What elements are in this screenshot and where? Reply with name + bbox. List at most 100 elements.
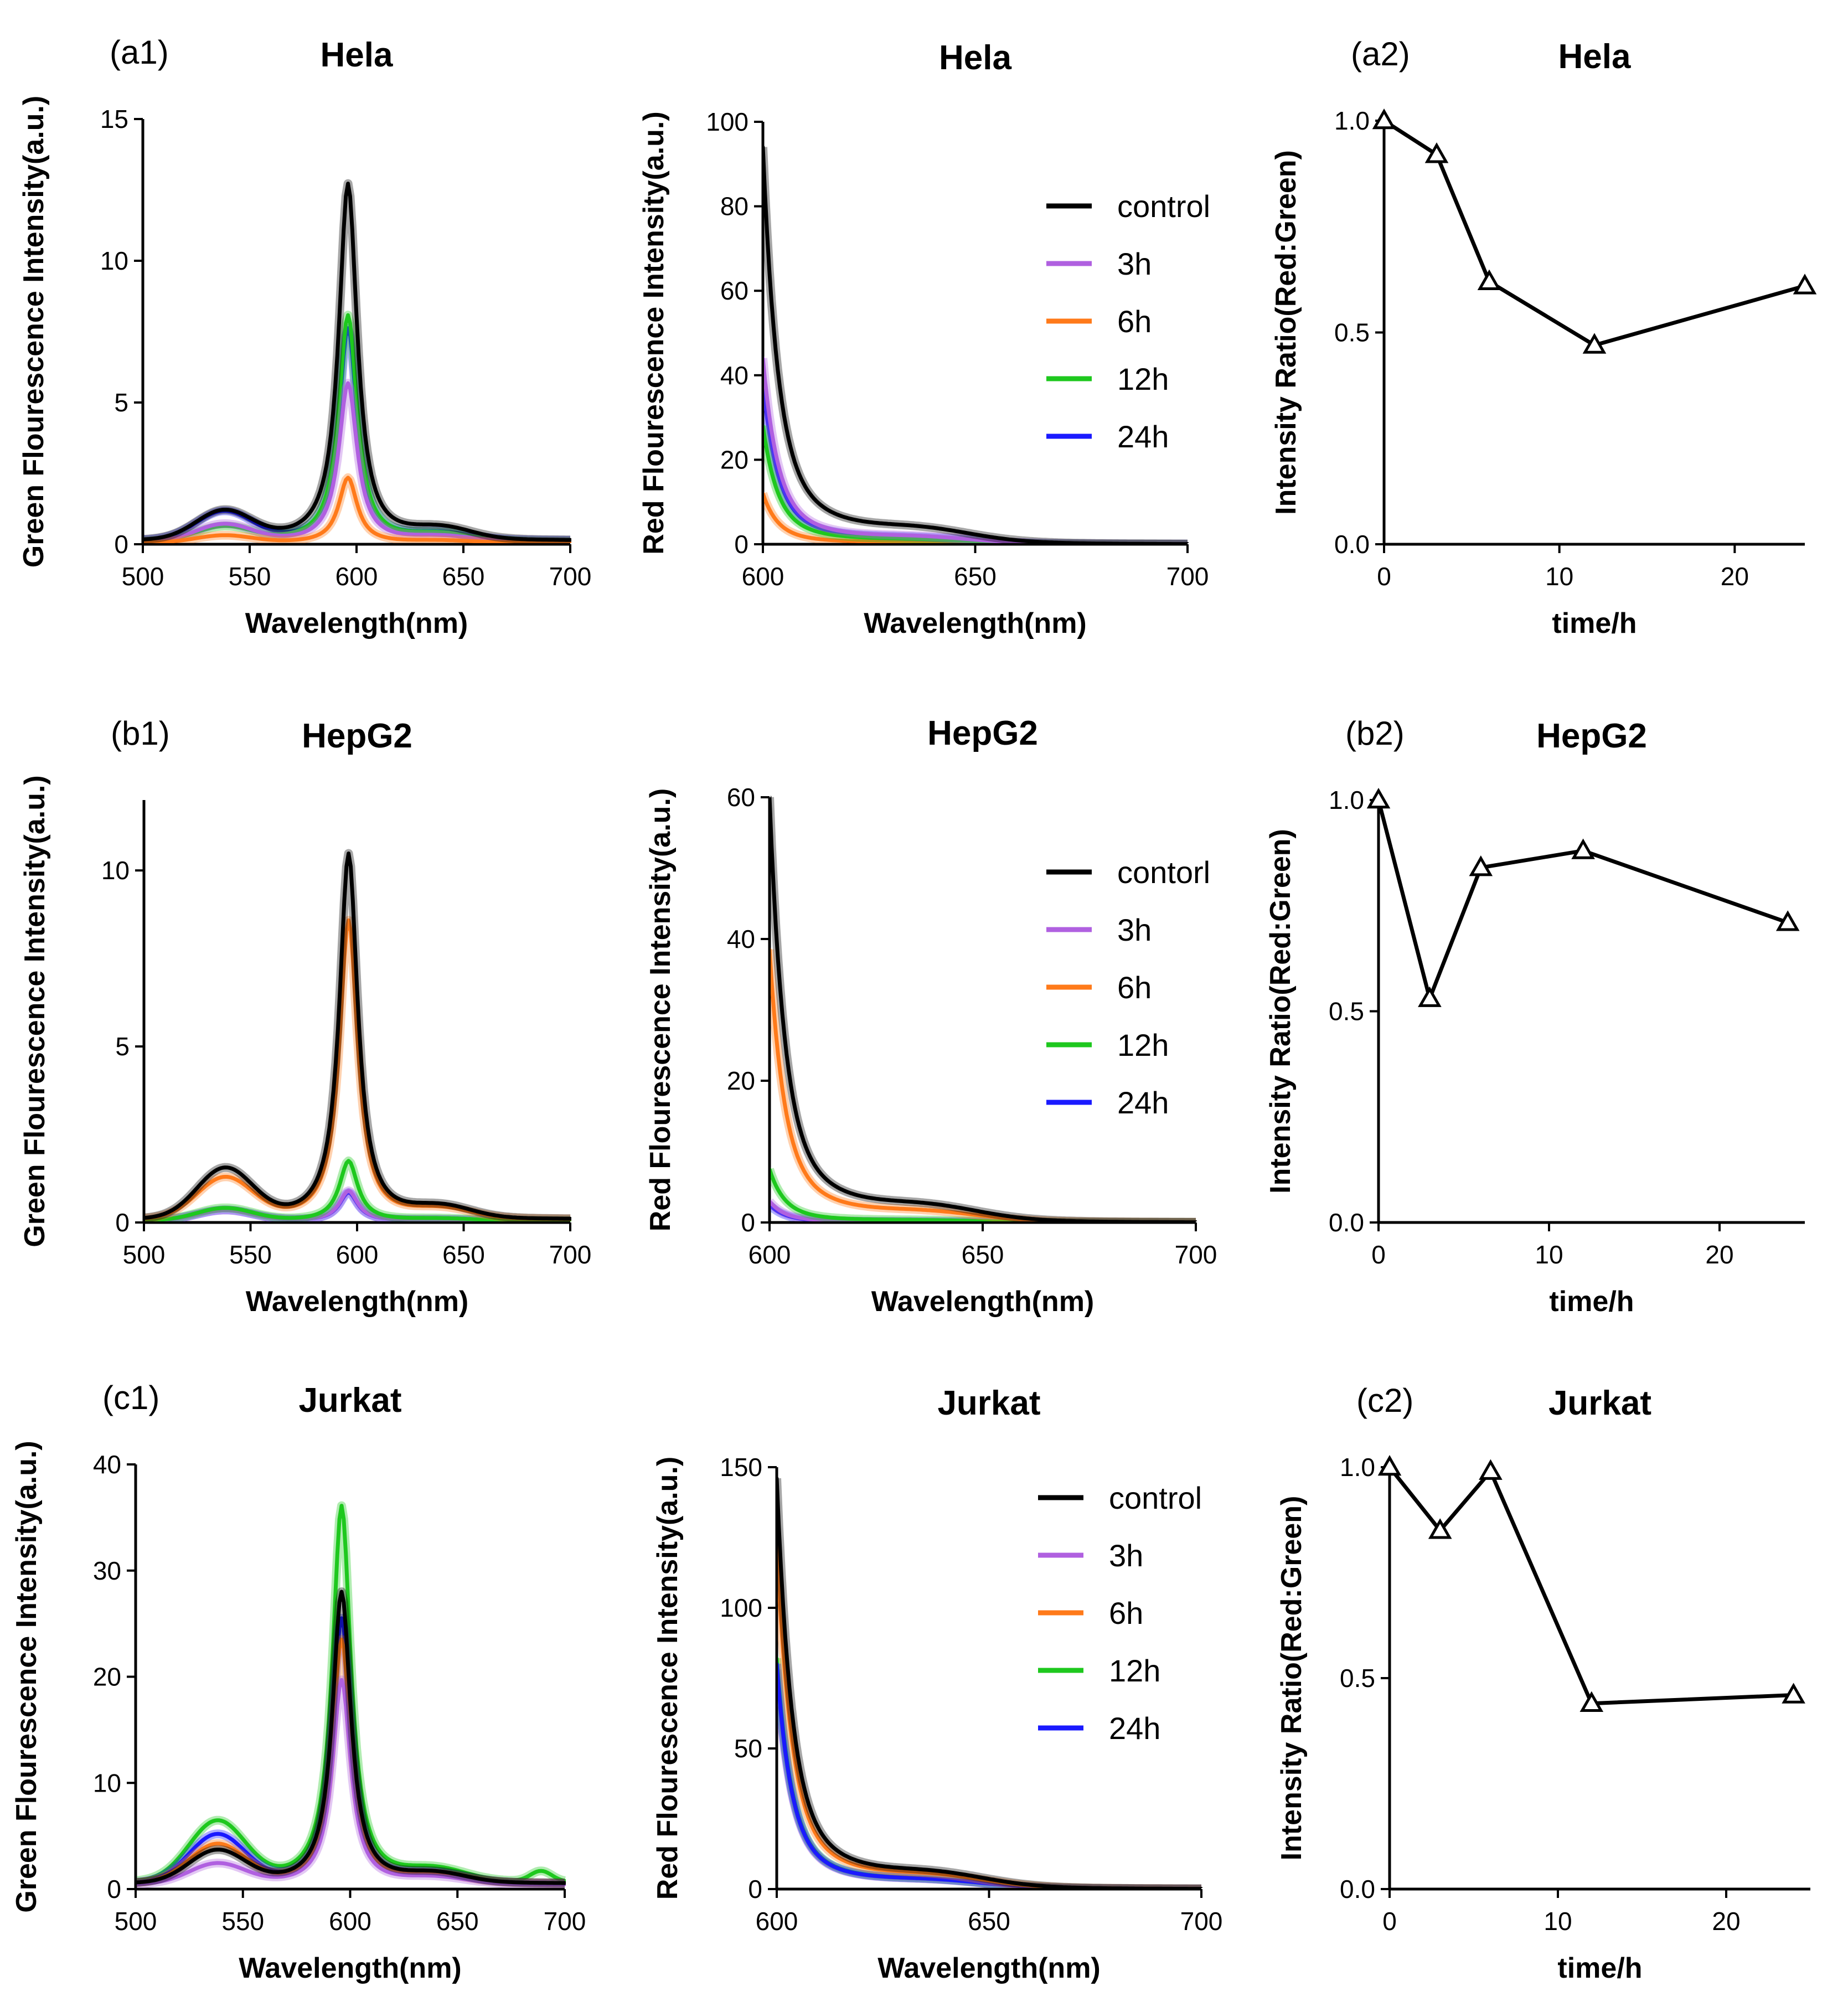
series-line-24h [764, 382, 1189, 543]
y-tick-label: 0.0 [1340, 1875, 1375, 1903]
chart-b1: HepG2 (b1) 500 550 600 650 700 0 5 10 Wavelength(n… [19, 715, 591, 1318]
series-line-ratio [1385, 119, 1806, 347]
x-tick-label: 600 [336, 1240, 379, 1269]
y-tick-label: 40 [727, 925, 755, 953]
y-tick-label: 1.0 [1334, 106, 1370, 135]
legend-label: 6h [1117, 970, 1152, 1005]
plot-area [145, 849, 571, 1221]
chart-title: Jurkat [937, 1384, 1040, 1422]
y-tick-label: 0.5 [1334, 318, 1370, 347]
data-point-marker [1377, 1454, 1402, 1476]
y-tick-label: 40 [720, 361, 749, 390]
x-tick-label: 600 [749, 1240, 791, 1269]
series-band-control [145, 849, 571, 1221]
chart-title: Hela [939, 39, 1011, 77]
y-axis-label: Green Flourescence Intensity(a.u.) [19, 775, 51, 1247]
y-tick-label: 0 [748, 1875, 762, 1903]
plot-area [764, 145, 1189, 543]
legend-label: contorl [1117, 855, 1210, 890]
y-tick-label: 1.0 [1329, 786, 1364, 814]
series-line-ratio [1380, 798, 1790, 1001]
y-tick-label: 0 [107, 1875, 121, 1903]
y-tick-label: 100 [720, 1593, 762, 1622]
x-tick-label: 500 [122, 562, 164, 591]
x-tick-label: 0 [1382, 1907, 1397, 1936]
y-tick-label: 150 [720, 1453, 762, 1482]
y-tick-label: 5 [115, 1032, 130, 1061]
chart-b_red: HepG2 600 650 700 0 20 40 60 Wavelength(nm) Red F… [644, 714, 1217, 1318]
series-line-contorl [771, 796, 1197, 1221]
legend-label: 6h [1109, 1596, 1143, 1631]
y-axis-label: Intensity Ratio(Red:Green) [1270, 150, 1302, 515]
y-tick-label: 0.5 [1340, 1664, 1375, 1693]
x-axis-label: Wavelength(nm) [239, 1952, 462, 1984]
y-tick-label: 10 [100, 246, 128, 275]
x-axis-label: Wavelength(nm) [245, 607, 468, 639]
panel-label: (b2) [1345, 715, 1405, 752]
y-tick-label: 15 [100, 105, 128, 133]
y-tick-label: 20 [727, 1066, 755, 1095]
y-axis-label: Red Flourescence Intensity(a.u.) [644, 788, 677, 1231]
y-axis-label: Red Flourescence Intensity(a.u.) [652, 1457, 684, 1900]
x-axis-label: time/h [1552, 607, 1637, 639]
x-axis-label: Wavelength(nm) [246, 1286, 469, 1318]
series-line-ratio [1391, 1466, 1796, 1706]
y-tick-label: 10 [101, 856, 130, 885]
x-tick-label: 10 [1544, 1907, 1572, 1936]
y-tick-label: 0 [115, 1208, 130, 1237]
legend-label: 12h [1117, 362, 1169, 396]
x-tick-label: 650 [442, 562, 485, 591]
data-point-marker [1775, 910, 1800, 931]
y-tick-label: 30 [93, 1556, 121, 1585]
panel-label: (c1) [102, 1379, 159, 1416]
plot-area [1380, 798, 1790, 1001]
x-tick-label: 700 [549, 562, 592, 591]
series-line-6h [771, 948, 1197, 1221]
x-tick-label: 700 [544, 1907, 586, 1936]
x-axis-label: Wavelength(nm) [871, 1286, 1095, 1318]
x-tick-label: 700 [1166, 562, 1209, 591]
series-line-6h [144, 476, 571, 543]
y-axis-label: Intensity Ratio(Red:Green) [1264, 829, 1297, 1194]
x-tick-label: 700 [1180, 1907, 1223, 1936]
panel-label: (c2) [1356, 1382, 1413, 1419]
series-line-3h [771, 1199, 1197, 1221]
data-point-marker [1477, 269, 1501, 290]
series-band-6h [144, 473, 571, 543]
y-tick-label: 0.0 [1334, 530, 1370, 559]
data-point-marker [1424, 142, 1449, 163]
plot-area [778, 1477, 1202, 1888]
series-line-control [145, 852, 571, 1221]
data-point-marker [1582, 333, 1607, 354]
data-point-marker [1782, 1683, 1805, 1704]
chart-title: Hela [1558, 38, 1631, 76]
x-tick-label: 700 [1175, 1240, 1217, 1269]
y-tick-label: 0 [734, 530, 749, 559]
chart-title: HepG2 [302, 717, 412, 755]
chart-title: Jurkat [1548, 1384, 1651, 1422]
x-tick-label: 650 [954, 562, 997, 591]
legend-label: 3h [1117, 912, 1152, 947]
chart-c_red: Jurkat 600 650 700 0 50 100 150 Wavelength(nm) Re… [652, 1384, 1222, 1984]
data-point-marker [1372, 108, 1396, 130]
legend-label: 24h [1117, 419, 1169, 454]
y-axis-label: Green Flourescence Intensity(a.u.) [18, 96, 50, 567]
data-point-marker [1469, 855, 1493, 876]
data-point-marker [1428, 1518, 1452, 1539]
legend-label: 12h [1109, 1653, 1160, 1688]
x-axis-label: Wavelength(nm) [864, 607, 1087, 639]
y-tick-label: 100 [706, 107, 749, 136]
chart-a1: Hela (a1) 500 550 600 650 700 0 5 10 15 Wavelength(… [18, 34, 591, 639]
y-tick-label: 5 [114, 388, 128, 417]
chart-title: Hela [321, 36, 393, 74]
x-tick-label: 500 [115, 1907, 157, 1936]
plot-area [144, 179, 571, 543]
legend-label: 3h [1109, 1538, 1143, 1573]
legend-label: 6h [1117, 304, 1152, 339]
plot-area [771, 796, 1197, 1221]
x-tick-label: 10 [1535, 1240, 1563, 1269]
x-tick-label: 0 [1371, 1240, 1386, 1269]
y-tick-label: 20 [93, 1663, 121, 1691]
legend-label: 24h [1117, 1085, 1169, 1120]
y-axis-label: Green Flourescence Intensity(a.u.) [11, 1441, 43, 1912]
